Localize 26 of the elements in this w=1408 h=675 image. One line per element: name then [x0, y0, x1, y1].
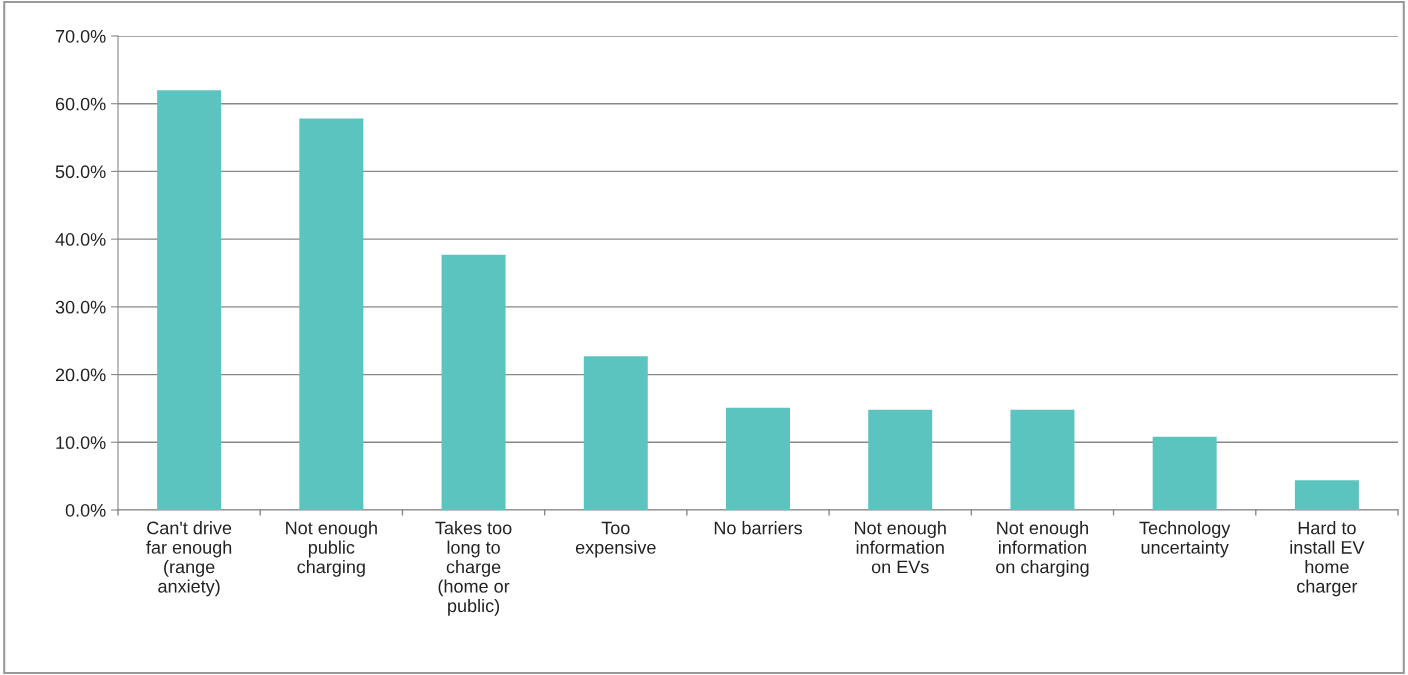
y-tick-label: 50.0%: [55, 165, 106, 179]
bar: [1010, 409, 1075, 510]
bar: [726, 407, 790, 510]
y-tick-label: 40.0%: [55, 233, 106, 246]
y-tick-label: 0.0%: [65, 503, 106, 517]
y-tick-label: 10.0%: [56, 436, 106, 450]
bar: [1152, 436, 1217, 510]
y-tick-label: 20.0%: [55, 368, 106, 382]
bar: [583, 356, 648, 510]
x-tick-label: Not enough information on EVs: [855, 521, 946, 574]
y-tick-label: 70.0%: [55, 29, 106, 43]
x-tick-label: No barriers: [714, 521, 802, 535]
bar: [441, 254, 506, 510]
x-tick-label: Can't drive far enough (range anxiety): [146, 521, 232, 597]
bar: [299, 118, 364, 510]
x-tick-label: Too expensive: [575, 521, 656, 558]
x-tick-label: Not enough information on charging: [996, 521, 1089, 577]
x-tick-label: Takes too long to charge (home or public): [435, 521, 512, 616]
bar: [157, 90, 222, 510]
bar: [868, 409, 933, 510]
bar: [1294, 480, 1359, 510]
x-tick-label: Hard to install EV home charger: [1290, 521, 1365, 597]
x-tick-label: Technology uncertainty: [1139, 521, 1231, 558]
x-tick-label: Not enough public charging: [286, 521, 377, 577]
y-tick-label: 60.0%: [55, 97, 106, 111]
y-tick-label: 30.0%: [55, 300, 106, 314]
